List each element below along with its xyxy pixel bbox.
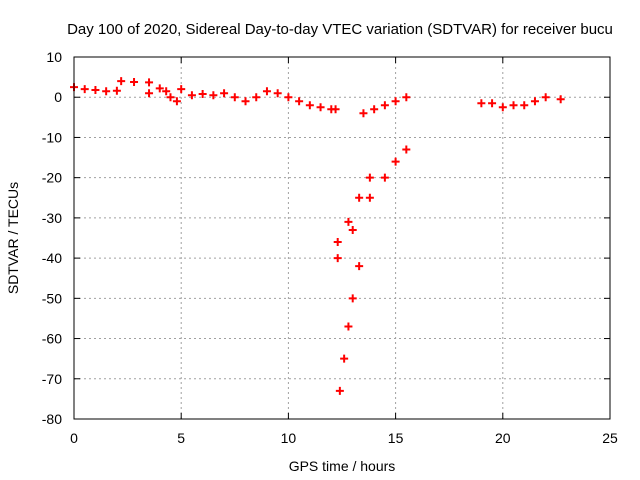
data-point: [80, 85, 89, 94]
data-point: [91, 85, 100, 94]
data-point: [145, 89, 154, 98]
x-tick-label: 0: [70, 430, 78, 446]
data-point: [556, 95, 565, 104]
data-point: [241, 97, 250, 106]
data-point: [305, 101, 314, 110]
data-point: [252, 93, 261, 102]
data-point: [520, 101, 529, 110]
data-point: [155, 84, 164, 93]
data-point: [331, 105, 340, 114]
x-tick-label: 20: [495, 430, 511, 446]
data-point: [166, 93, 175, 102]
y-tick-label: -40: [42, 250, 62, 266]
data-point: [541, 93, 550, 102]
data-point: [220, 89, 229, 98]
data-point: [295, 97, 304, 106]
data-point: [498, 103, 507, 112]
data-point: [333, 254, 342, 263]
y-tick-label: -20: [42, 170, 62, 186]
data-point: [402, 93, 411, 102]
y-tick-label: -30: [42, 210, 62, 226]
data-point: [344, 217, 353, 226]
data-point: [102, 87, 111, 96]
data-point: [230, 93, 239, 102]
data-point: [365, 193, 374, 202]
y-tick-label: -70: [42, 371, 62, 387]
data-point: [340, 354, 349, 363]
data-point: [198, 90, 207, 99]
data-point: [355, 262, 364, 271]
data-point: [348, 225, 357, 234]
x-tick-label: 25: [602, 430, 618, 446]
data-point: [333, 238, 342, 247]
y-tick-label: -60: [42, 331, 62, 347]
data-point: [477, 99, 486, 108]
x-axis-label: GPS time / hours: [289, 458, 396, 474]
chart-title: Day 100 of 2020, Sidereal Day-to-day VTE…: [67, 21, 613, 38]
data-point: [370, 105, 379, 114]
x-tick-label: 15: [388, 430, 404, 446]
data-point: [380, 101, 389, 110]
data-point: [335, 386, 344, 395]
data-point: [262, 87, 271, 96]
data-point: [112, 86, 121, 95]
data-point: [530, 97, 539, 106]
data-point: [488, 99, 497, 108]
x-tick-label: 5: [177, 430, 185, 446]
y-tick-label: -10: [42, 129, 62, 145]
data-point: [284, 93, 293, 102]
data-point: [209, 91, 218, 100]
y-tick-label: 0: [54, 89, 62, 105]
grid-lines: [74, 57, 610, 419]
data-point: [145, 78, 154, 87]
y-axis-ticks: -80 -70 -60 -50 -40 -30 -20 -10 0 10: [42, 49, 610, 427]
data-series: [70, 77, 565, 395]
data-point: [402, 145, 411, 154]
y-tick-label: 10: [46, 49, 62, 65]
data-point: [391, 97, 400, 106]
data-point: [177, 85, 186, 94]
plot-frame: [73, 56, 611, 420]
data-point: [273, 89, 282, 98]
y-axis-label: SDTVAR / TECUs: [5, 182, 21, 294]
data-point: [130, 77, 139, 86]
y-tick-label: -50: [42, 290, 62, 306]
data-point: [355, 193, 364, 202]
data-point: [509, 101, 518, 110]
data-point: [316, 103, 325, 112]
data-point: [117, 77, 126, 86]
x-tick-label: 10: [281, 430, 297, 446]
data-point: [365, 173, 374, 182]
data-point: [359, 109, 368, 118]
data-point: [162, 87, 171, 96]
data-point: [348, 294, 357, 303]
y-tick-label: -80: [42, 411, 62, 427]
x-axis-ticks: 0 5 10 15 20 25: [70, 57, 618, 446]
data-point: [380, 173, 389, 182]
data-point: [187, 91, 196, 100]
data-point: [391, 157, 400, 166]
data-point: [344, 322, 353, 331]
data-point: [172, 97, 181, 106]
